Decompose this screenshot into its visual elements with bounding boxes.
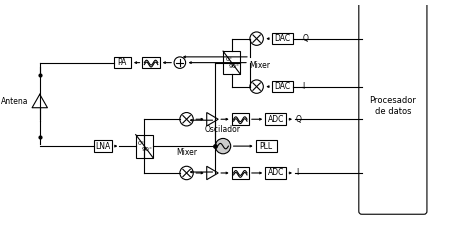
Circle shape	[215, 138, 230, 154]
Circle shape	[180, 166, 193, 180]
Text: Procesador
de datos: Procesador de datos	[369, 96, 416, 116]
Text: PLL: PLL	[260, 142, 273, 150]
FancyBboxPatch shape	[272, 33, 293, 44]
FancyBboxPatch shape	[232, 167, 249, 179]
Text: Oscilador: Oscilador	[205, 125, 241, 134]
Text: ADC: ADC	[268, 168, 284, 177]
FancyBboxPatch shape	[136, 134, 153, 158]
Circle shape	[174, 57, 186, 68]
Circle shape	[180, 112, 193, 126]
Text: I: I	[303, 82, 305, 91]
Circle shape	[250, 80, 263, 93]
Polygon shape	[207, 166, 218, 180]
Text: 90°: 90°	[229, 64, 240, 69]
FancyBboxPatch shape	[256, 140, 277, 152]
Text: Antena: Antena	[1, 96, 28, 106]
FancyBboxPatch shape	[142, 57, 160, 68]
Text: I: I	[296, 168, 298, 177]
Text: Q: Q	[296, 115, 302, 124]
Text: Q: Q	[303, 34, 308, 43]
Text: 0°: 0°	[225, 57, 232, 62]
Text: Mixer: Mixer	[176, 148, 197, 157]
Text: DAC: DAC	[274, 82, 290, 91]
FancyBboxPatch shape	[223, 51, 240, 74]
Circle shape	[250, 32, 263, 45]
FancyBboxPatch shape	[95, 140, 112, 152]
Text: LNA: LNA	[95, 142, 111, 150]
FancyBboxPatch shape	[359, 0, 427, 214]
Polygon shape	[207, 112, 218, 126]
FancyBboxPatch shape	[114, 57, 131, 68]
FancyBboxPatch shape	[272, 81, 293, 92]
FancyBboxPatch shape	[265, 167, 286, 179]
Text: PA: PA	[118, 58, 127, 67]
Text: 0°: 0°	[138, 141, 145, 146]
Text: Mixer: Mixer	[249, 61, 270, 70]
FancyBboxPatch shape	[265, 114, 286, 125]
Text: 90°: 90°	[142, 148, 153, 152]
Text: ADC: ADC	[268, 115, 284, 124]
FancyBboxPatch shape	[232, 114, 249, 125]
Text: DAC: DAC	[274, 34, 290, 43]
